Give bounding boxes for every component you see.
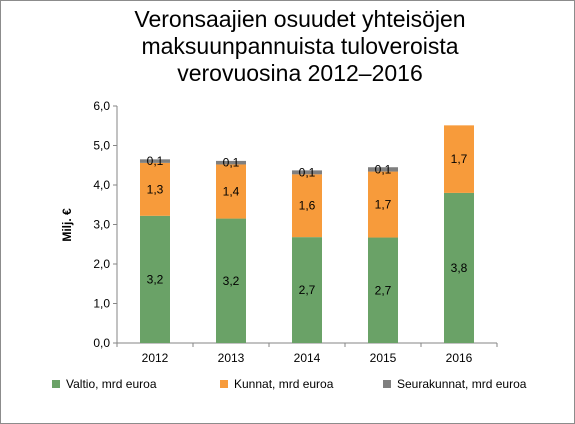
legend-item-seurakunnat: Seurakunnat, mrd euroa xyxy=(383,377,526,391)
bar-segment xyxy=(140,215,170,343)
data-label: 3,2 xyxy=(147,272,164,286)
chart-title: Veronsaajien osuudet yhteisöjen maksuunp… xyxy=(60,6,540,87)
data-label: 1,6 xyxy=(299,199,316,213)
y-tick-label: 3,0 xyxy=(93,218,110,232)
bar-segment xyxy=(292,237,322,343)
x-tick-label: 2013 xyxy=(218,351,245,365)
bar-segment xyxy=(368,237,398,343)
bar-segment xyxy=(368,171,398,238)
data-label: 2,7 xyxy=(375,283,392,297)
x-tick-label: 2014 xyxy=(294,351,321,365)
legend-item-valtio: Valtio, mrd euroa xyxy=(52,377,157,391)
bar-segment xyxy=(140,159,170,163)
bar-segment xyxy=(292,170,322,175)
y-tick-label: 0,0 xyxy=(93,336,110,350)
legend-swatch-valtio xyxy=(52,380,60,388)
data-label: 2,7 xyxy=(299,283,316,297)
y-tick-label: 2,0 xyxy=(93,257,110,271)
data-label: 1,7 xyxy=(375,198,392,212)
bar-segment xyxy=(216,160,246,165)
y-tick-label: 4,0 xyxy=(93,178,110,192)
legend-item-kunnat: Kunnat, mrd euroa xyxy=(220,377,333,391)
bar-segment xyxy=(368,167,398,172)
y-tick-label: 6,0 xyxy=(93,99,110,113)
x-tick-label: 2015 xyxy=(370,351,397,365)
bar-segment xyxy=(140,162,170,216)
x-tick-label: 2012 xyxy=(142,351,169,365)
bar-segment xyxy=(216,164,246,219)
data-label: 3,2 xyxy=(223,274,240,288)
y-axis-label: Milj. € xyxy=(60,208,74,242)
legend-swatch-seurakunnat xyxy=(383,380,391,388)
data-label: 1,7 xyxy=(451,152,468,166)
chart-title-line: maksuunpannuista tuloveroista xyxy=(141,33,459,59)
chart-title-line: verovuosina 2012–2016 xyxy=(177,60,423,86)
bar-segment xyxy=(292,174,322,238)
legend-swatch-kunnat xyxy=(220,380,228,388)
legend-label: Kunnat, mrd euroa xyxy=(234,377,334,391)
data-label: 3,8 xyxy=(451,261,468,275)
x-tick-label: 2016 xyxy=(446,351,473,365)
data-label: 0,1 xyxy=(375,162,392,176)
chart-title-line: Veronsaajien osuudet yhteisöjen xyxy=(134,6,466,32)
y-tick-label: 1,0 xyxy=(93,297,110,311)
data-label: 1,3 xyxy=(147,182,164,196)
bar-segment xyxy=(216,218,246,343)
y-tick-label: 5,0 xyxy=(93,139,110,153)
legend: Valtio, mrd euroa Kunnat, mrd euroa Seur… xyxy=(0,377,575,397)
legend-label: Valtio, mrd euroa xyxy=(66,377,157,391)
bar-segment xyxy=(444,192,474,343)
bar-segment xyxy=(444,125,474,193)
data-label: 0,1 xyxy=(223,156,240,170)
data-label: 0,1 xyxy=(299,165,316,179)
data-label: 1,4 xyxy=(223,185,240,199)
data-label: 0,1 xyxy=(147,154,164,168)
legend-label: Seurakunnat, mrd euroa xyxy=(397,377,527,391)
